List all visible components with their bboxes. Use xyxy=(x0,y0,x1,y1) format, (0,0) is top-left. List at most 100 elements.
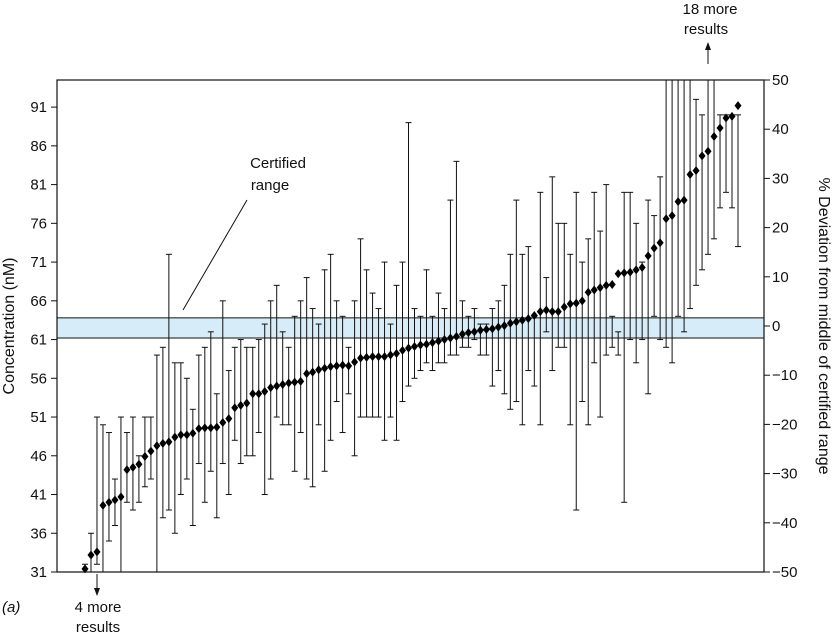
error-bar xyxy=(567,253,574,426)
data-point xyxy=(207,423,215,433)
data-point xyxy=(81,564,89,574)
data-point xyxy=(195,424,203,434)
error-bar xyxy=(729,114,736,209)
data-point xyxy=(608,280,616,290)
error-bar xyxy=(297,300,304,434)
error-bar xyxy=(549,176,556,372)
data-point xyxy=(686,170,694,180)
y-left-tick-label: 66 xyxy=(30,293,47,310)
data-point xyxy=(614,269,622,279)
error-bar xyxy=(597,230,604,418)
error-bar xyxy=(639,261,646,341)
error-bar xyxy=(645,199,652,395)
error-bar xyxy=(693,98,700,286)
data-point xyxy=(428,338,436,348)
data-point xyxy=(339,360,347,370)
data-point xyxy=(734,101,742,111)
y-right-tick-label: −50 xyxy=(772,564,797,581)
error-bar xyxy=(231,346,238,441)
data-point xyxy=(333,361,341,371)
data-point xyxy=(129,462,137,472)
data-point xyxy=(327,362,335,372)
error-bar xyxy=(621,191,628,503)
data-point xyxy=(153,441,161,451)
error-bar xyxy=(303,277,310,480)
error-bar xyxy=(543,277,550,333)
data-point xyxy=(159,438,167,448)
error-bar xyxy=(681,80,688,333)
error-bar xyxy=(489,308,496,387)
error-bar xyxy=(207,331,214,472)
error-bar xyxy=(423,269,430,364)
data-point xyxy=(500,321,508,331)
data-point xyxy=(273,381,281,391)
error-bar xyxy=(561,222,568,348)
data-point xyxy=(566,299,574,309)
data-point xyxy=(381,352,389,362)
data-point xyxy=(554,307,562,317)
y-axis-right-label: % Deviation from middle of certified ran… xyxy=(815,177,832,474)
data-point xyxy=(506,318,514,328)
error-bar xyxy=(273,284,280,418)
data-point xyxy=(363,352,371,362)
error-bar xyxy=(573,191,580,511)
error-bar xyxy=(105,432,112,542)
top-arrow-icon xyxy=(705,42,711,64)
y-left-tick-label: 56 xyxy=(30,370,47,387)
error-bar xyxy=(579,261,586,403)
error-bar xyxy=(255,339,262,434)
error-bar xyxy=(507,253,514,410)
error-bar xyxy=(327,253,334,441)
y-right-tick-label: 0 xyxy=(772,318,780,335)
error-bar xyxy=(711,80,718,240)
error-bar xyxy=(525,246,532,372)
data-point xyxy=(231,403,239,413)
error-bar xyxy=(585,238,592,426)
data-point xyxy=(440,335,448,345)
error-bar xyxy=(363,269,370,418)
error-bar xyxy=(519,253,526,426)
data-point xyxy=(560,302,568,312)
certified-range-band xyxy=(56,317,765,339)
data-point xyxy=(470,327,478,337)
error-bar xyxy=(183,377,190,480)
data-point xyxy=(309,367,317,377)
data-point xyxy=(536,307,544,317)
y-left-tick-label: 86 xyxy=(30,138,47,155)
error-bar xyxy=(291,315,298,472)
top-annotation-line2: results xyxy=(684,21,728,38)
error-bar xyxy=(603,184,610,356)
certified-range-label-line2: range xyxy=(251,177,289,194)
data-point xyxy=(291,377,299,387)
data-point xyxy=(399,345,407,355)
data-point xyxy=(728,111,736,121)
error-bar xyxy=(501,284,508,395)
data-point xyxy=(704,146,712,156)
y-left-tick-label: 81 xyxy=(30,177,47,194)
error-bar xyxy=(393,284,400,441)
error-bar xyxy=(339,315,346,434)
data-point xyxy=(87,550,95,560)
error-bar xyxy=(141,416,148,488)
y-right-tick-label: 40 xyxy=(772,121,789,138)
data-point xyxy=(548,307,556,317)
data-point xyxy=(369,352,377,362)
error-bar xyxy=(669,80,676,364)
y-left-tick-label: 31 xyxy=(30,564,47,581)
y-right-tick-label: 20 xyxy=(772,220,789,237)
data-point xyxy=(225,414,233,424)
data-point xyxy=(620,268,628,278)
y-left-tick-label: 61 xyxy=(30,332,47,349)
data-point xyxy=(171,432,179,442)
error-bar xyxy=(405,122,412,387)
data-point xyxy=(542,305,550,315)
error-bar xyxy=(225,370,232,496)
data-point xyxy=(416,340,424,350)
data-point xyxy=(321,363,329,373)
y-left-tick-label: 76 xyxy=(30,215,47,232)
data-point xyxy=(213,422,221,432)
data-point xyxy=(393,349,401,359)
data-point xyxy=(578,296,586,306)
data-point xyxy=(446,333,454,343)
data-point xyxy=(405,343,413,353)
